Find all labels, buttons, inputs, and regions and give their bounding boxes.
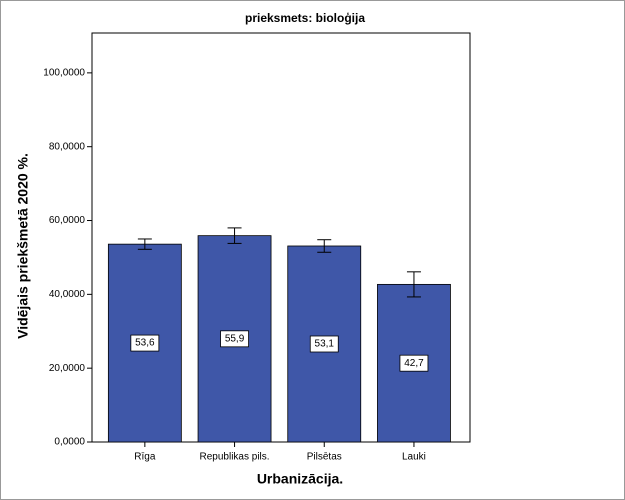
data-label: 53,1 bbox=[315, 339, 335, 350]
y-tick-label: 40,0000 bbox=[49, 289, 86, 300]
x-tick-label: Pilsētas bbox=[307, 452, 342, 463]
y-axis-title: Vidējais priekšmetā 2020 %. bbox=[15, 153, 31, 339]
y-tick-label: 100,0000 bbox=[43, 68, 85, 79]
data-label: 42,7 bbox=[404, 358, 424, 369]
x-axis-title: Urbanizācija. bbox=[257, 471, 343, 487]
data-label-box bbox=[309, 335, 339, 353]
error-bar bbox=[406, 271, 421, 298]
chart-title: prieksmets: bioloģija bbox=[245, 11, 365, 25]
x-tick-label: Lauki bbox=[402, 452, 426, 463]
y-tick-label: 60,0000 bbox=[49, 215, 86, 226]
data-label-box bbox=[130, 334, 160, 352]
error-bar bbox=[317, 239, 332, 253]
data-label: 53,6 bbox=[135, 338, 155, 349]
y-tick-label: 80,0000 bbox=[49, 141, 86, 152]
data-label-box bbox=[399, 354, 429, 372]
error-bar bbox=[137, 238, 152, 250]
error-bar bbox=[227, 227, 242, 244]
x-tick-label: Republikas pils. bbox=[200, 452, 270, 463]
data-label: 55,9 bbox=[225, 333, 245, 344]
y-tick-label: 20,0000 bbox=[49, 363, 86, 374]
data-label-box bbox=[220, 330, 249, 348]
x-tick-label: Rīga bbox=[134, 452, 156, 463]
y-tick-label: 0,0000 bbox=[54, 437, 85, 448]
